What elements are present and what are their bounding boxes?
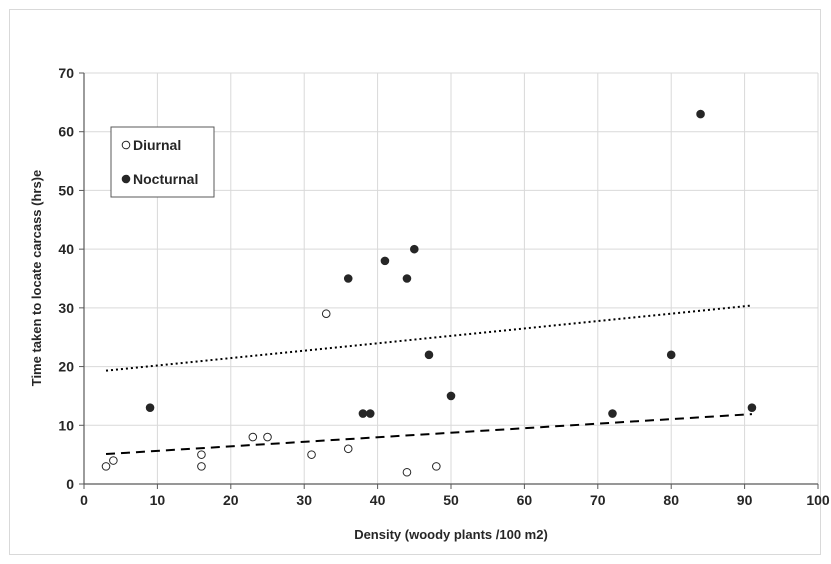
trendline-nocturnal — [105, 304, 753, 372]
y-tick-label: 20 — [58, 359, 74, 375]
trendline-diurnal — [105, 413, 753, 456]
point-diurnal — [197, 462, 206, 471]
x-tick-label: 40 — [370, 492, 386, 508]
point-nocturnal — [365, 409, 375, 418]
tick-labels: 0 10 20 30 40 50 60 70 80 90 100 0 10 20 30 40 50 60 70 — [58, 65, 829, 508]
x-tick-label: 10 — [150, 492, 166, 508]
point-nocturnal — [402, 274, 412, 283]
chart-frame — [9, 9, 821, 555]
x-tick-label: 20 — [223, 492, 239, 508]
y-tick-label: 40 — [58, 241, 74, 257]
x-tick-label: 60 — [517, 492, 533, 508]
point-diurnal — [263, 432, 272, 442]
legend-box — [110, 126, 215, 198]
point-nocturnal — [380, 256, 390, 266]
x-tick-label: 0 — [80, 492, 88, 508]
x-axis-label: Density (woody plants /100 m2) — [354, 527, 548, 542]
point-nocturnal — [666, 350, 676, 360]
point-diurnal — [307, 450, 316, 459]
point-diurnal — [109, 456, 118, 465]
y-tick-label: 70 — [58, 65, 74, 81]
data-points — [101, 109, 757, 477]
legend-marker-nocturnal — [121, 174, 131, 184]
point-nocturnal — [358, 409, 368, 418]
point-nocturnal — [747, 403, 757, 412]
x-tick-label: 50 — [443, 492, 459, 508]
x-tick-label: 100 — [806, 492, 830, 508]
legend-label-diurnal: Diurnal — [133, 137, 181, 153]
y-tick-label: 30 — [58, 300, 74, 316]
x-tick-label: 80 — [663, 492, 679, 508]
x-tick-label: 30 — [296, 492, 312, 508]
x-tick-label: 90 — [737, 492, 753, 508]
y-tick-label: 10 — [58, 417, 74, 433]
point-diurnal — [101, 462, 111, 471]
axes — [79, 72, 819, 489]
point-nocturnal — [145, 403, 155, 412]
point-nocturnal — [410, 244, 419, 254]
y-tick-label: 0 — [66, 476, 74, 492]
point-diurnal — [248, 432, 258, 442]
legend: Diurnal Nocturnal — [110, 126, 215, 198]
y-tick-label: 60 — [58, 124, 74, 140]
legend-label-nocturnal: Nocturnal — [133, 171, 198, 187]
point-nocturnal — [608, 409, 617, 418]
point-nocturnal — [343, 274, 353, 283]
x-tick-label: 70 — [590, 492, 606, 508]
y-tick-label: 50 — [58, 182, 74, 198]
point-diurnal — [321, 309, 331, 319]
point-diurnal — [432, 462, 441, 471]
point-nocturnal — [446, 391, 456, 401]
legend-marker-diurnal — [121, 140, 131, 150]
trendlines — [105, 304, 753, 456]
point-diurnal — [402, 467, 412, 477]
y-axis-label: Time taken to locate carcass (hrs)e — [29, 170, 44, 387]
point-diurnal — [343, 444, 353, 454]
point-nocturnal — [424, 350, 434, 360]
point-diurnal — [197, 450, 206, 459]
point-nocturnal — [696, 109, 705, 119]
